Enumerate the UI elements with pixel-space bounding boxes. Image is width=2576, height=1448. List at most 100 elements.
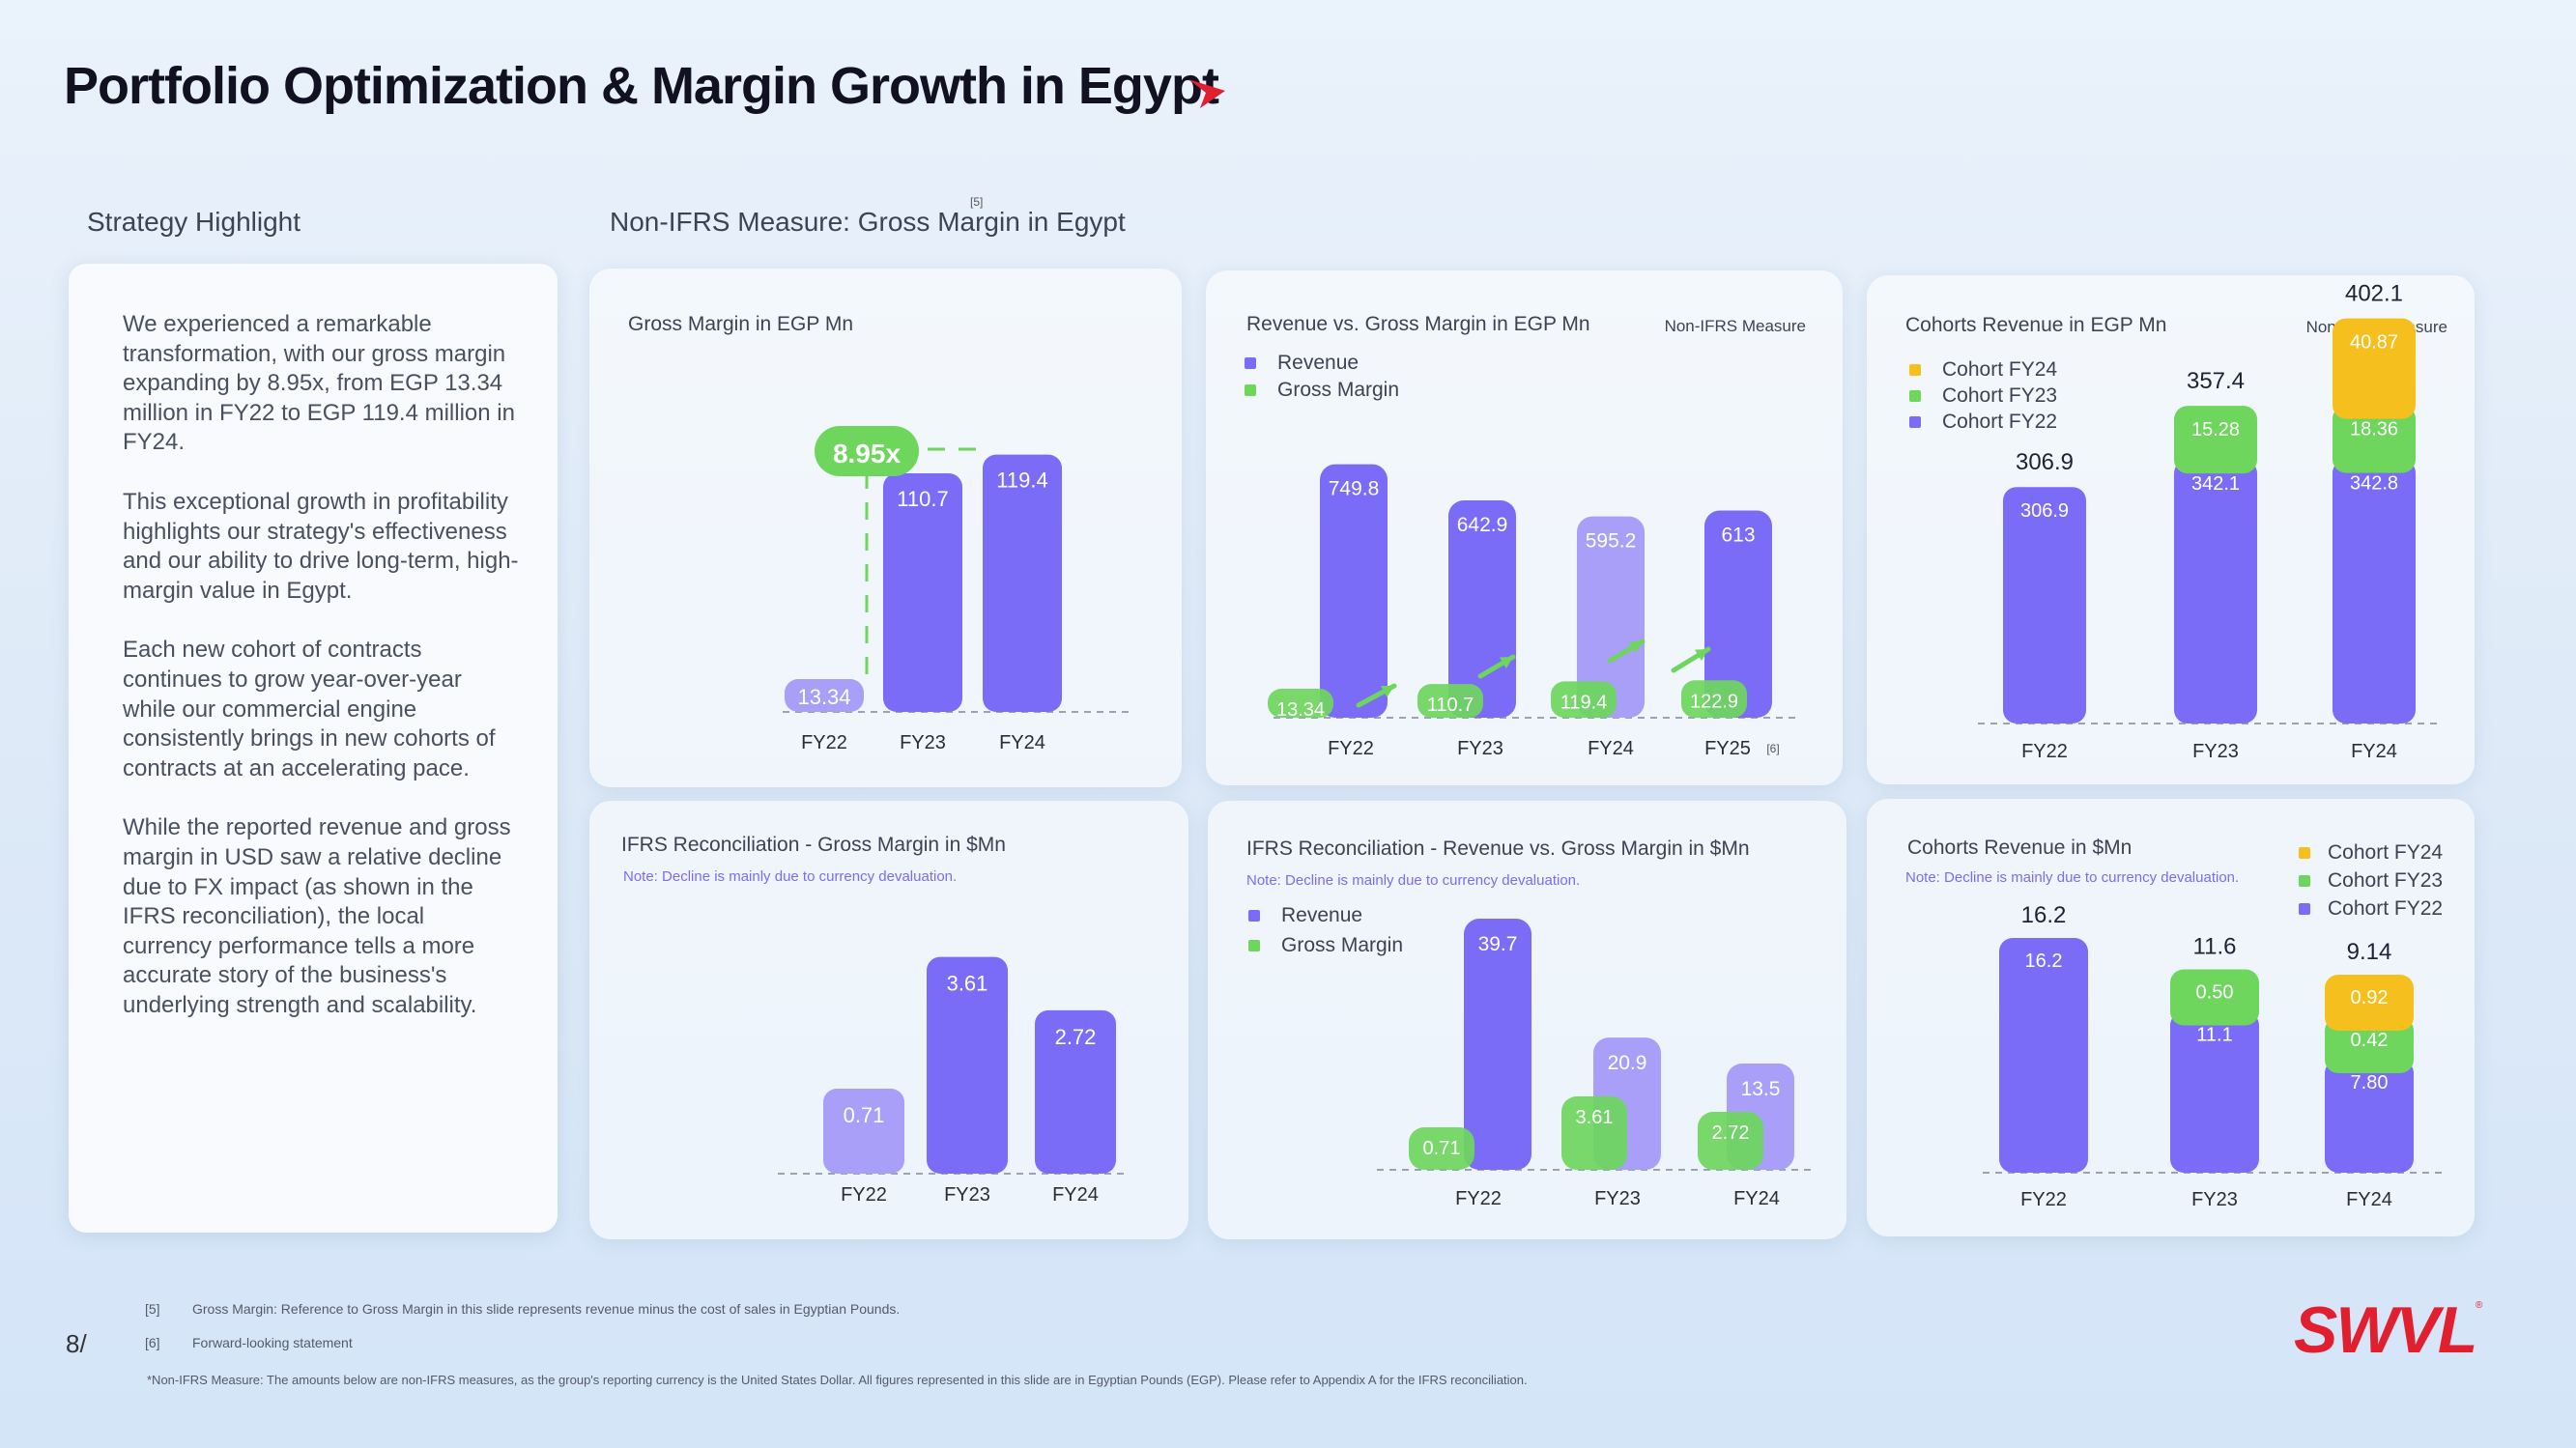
data-label: 3.61 [947, 972, 988, 996]
card-note: Note: Decline is mainly due to currency … [623, 868, 958, 885]
bar-fy24 [1035, 1009, 1116, 1174]
legend-item-revenue: Revenue [1245, 350, 1399, 377]
segment-data-label: 306.9 [2020, 500, 2069, 522]
gm-bar-fy22 [1268, 689, 1333, 718]
tick-label: FY25 [1704, 738, 1751, 759]
revenue-data-label: 613 [1721, 524, 1755, 546]
strategy-panel: We experienced a remarkable transformati… [69, 264, 558, 1233]
growth-arrow-head [1629, 641, 1643, 654]
legend-item-cohort-fy23: Cohort FY23 [1909, 383, 2057, 409]
non-ifrs-badge: Non-IFRS Measure [1664, 317, 1806, 335]
tick-label: FY22 [1328, 738, 1374, 759]
tick-label: FY24 [1733, 1188, 1780, 1209]
legend-label: Cohort FY23 [2328, 868, 2444, 892]
card-title: Cohorts Revenue in $Mn [1907, 837, 2132, 859]
legend: Revenue Gross Margin [1248, 900, 1403, 960]
segment-data-label: 16.2 [2025, 951, 2063, 972]
legend-item-cohort-fy24: Cohort FY24 [2299, 838, 2443, 866]
legend-label: Gross Margin [1277, 379, 1400, 401]
card-revenue-vs-gm-egp: Revenue vs. Gross Margin in EGP Mn Non-I… [1206, 270, 1843, 785]
revenue-data-label: 595.2 [1586, 530, 1637, 553]
revenue-data-label: 642.9 [1457, 514, 1508, 536]
segment-data-label: 15.28 [2191, 419, 2240, 440]
legend-item-gross-margin: Gross Margin [1245, 377, 1399, 404]
legend-label: Cohort FY22 [2328, 896, 2444, 920]
segment-cohort-fy22-fy22 [1999, 938, 2088, 1173]
bar-fy22 [823, 1089, 904, 1174]
revenue-bar-fy22 [1464, 919, 1531, 1170]
revenue-bar-fy22 [1320, 464, 1388, 718]
chart-gross-margin-egp: 13.34 FY22 110.7 FY23 119.4 FY24 8.95x [783, 426, 1131, 753]
segment-cohort-fy24-fy24 [2333, 318, 2416, 419]
tick-label: FY24 [1052, 1184, 1099, 1206]
disclaimer: *Non-IFRS Measure: The amounts below are… [147, 1373, 1528, 1387]
legend-item-cohort-fy22: Cohort FY22 [1909, 409, 2057, 435]
legend-swatch [1909, 415, 1921, 428]
strategy-paragraph: Each new cohort of contracts continues t… [123, 637, 496, 781]
legend-item-cohort-fy24: Cohort FY24 [1909, 356, 2057, 383]
legend-swatch [2299, 874, 2310, 887]
tick-label: FY22 [2020, 1189, 2067, 1210]
annotation-pill [815, 426, 919, 476]
card-gross-margin-usd: IFRS Reconciliation - Gross Margin in $M… [589, 801, 1188, 1239]
footnote-text: Forward-looking statement [192, 1335, 353, 1350]
tick-label: FY23 [1457, 738, 1503, 759]
legend-item-cohort-fy23: Cohort FY23 [2299, 866, 2443, 894]
strategy-text: We experienced a remarkable transformati… [123, 310, 519, 1050]
gm-bar-fy22 [1409, 1127, 1474, 1170]
strategy-highlight-label: Strategy Highlight [87, 207, 301, 237]
card-title: IFRS Reconciliation - Revenue vs. Gross … [1246, 838, 1750, 860]
segment-data-label: 0.50 [2196, 982, 2234, 1004]
footnote-ref: [5] [145, 1301, 160, 1317]
data-label: 119.4 [996, 468, 1047, 493]
segment-cohort-fy23-fy24 [2325, 1017, 2414, 1073]
footnote-text: Gross Margin: Reference to Gross Margin … [192, 1301, 901, 1317]
card-title: Gross Margin in EGP Mn [628, 313, 854, 335]
tick-label: FY24 [2346, 1189, 2392, 1210]
revenue-data-label: 20.9 [1608, 1052, 1647, 1074]
chart-revenue-vs-gm-egp: 749.8 642.9 595.2 613 13.34 110.7 119.4 122.9 FY… [1268, 464, 1800, 759]
total-label: 11.6 [2193, 934, 2237, 960]
legend-label: Cohort FY24 [2328, 840, 2444, 864]
legend: Cohort FY24 Cohort FY23 Cohort FY22 [2299, 838, 2443, 923]
footnote-ref: [6] [145, 1335, 160, 1350]
bar-fy23 [927, 956, 1008, 1174]
legend-label: Revenue [1277, 352, 1360, 374]
gm-data-label: 122.9 [1690, 691, 1738, 712]
card-cohorts-egp: Cohorts Revenue in EGP Mn Non-IFRS Measu… [1867, 275, 2475, 784]
registered-mark: ® [2476, 1300, 2483, 1311]
segment-cohort-fy23-fy23 [2170, 969, 2259, 1026]
card-title: Cohorts Revenue in EGP Mn [1905, 314, 2167, 336]
segment-cohort-fy22-fy23 [2170, 1011, 2259, 1173]
card-gross-margin-egp: Gross Margin in EGP Mn 13.34 FY22 110.7 FY2… [589, 269, 1182, 787]
tick-label: FY24 [2351, 741, 2397, 762]
measure-label: Non-IFRS Measure: Gross Margin in Egypt [610, 207, 1126, 237]
gm-data-label: 0.71 [1423, 1138, 1461, 1159]
segment-data-label: 11.1 [2196, 1025, 2232, 1046]
segment-data-label: 342.8 [2350, 473, 2398, 495]
growth-arrow-head [1695, 649, 1708, 662]
gm-bar-fy25 [1681, 680, 1747, 718]
legend-item-revenue: Revenue [1248, 900, 1403, 930]
legend: Revenue Gross Margin [1245, 350, 1399, 404]
legend-item-cohort-fy22: Cohort FY22 [2299, 894, 2443, 923]
card-note: Note: Decline is mainly due to currency … [1246, 872, 1581, 889]
card-revenue-vs-gm-usd: IFRS Reconciliation - Revenue vs. Gross … [1208, 801, 1846, 1239]
total-label: 402.1 [2345, 281, 2403, 307]
gm-bar-fy24 [1698, 1112, 1763, 1170]
measure-ref: [5] [970, 195, 984, 209]
total-label: 306.9 [2016, 449, 2074, 475]
segment-data-label: 18.36 [2350, 419, 2398, 440]
segment-cohort-fy23-fy23 [2174, 406, 2257, 474]
card-title: Revenue vs. Gross Margin in EGP Mn [1246, 313, 1590, 335]
legend-label: Cohort FY22 [1942, 410, 2058, 433]
tick-label: FY23 [2191, 1189, 2238, 1210]
segment-data-label: 40.87 [2350, 332, 2398, 354]
gm-data-label: 2.72 [1712, 1122, 1750, 1144]
legend-swatch [1909, 363, 1921, 376]
segment-cohort-fy22-fy24 [2325, 1060, 2414, 1173]
segment-cohort-fy24-fy24 [2325, 975, 2414, 1031]
gm-data-label: 110.7 [1427, 695, 1474, 716]
revenue-bar-fy24 [1577, 516, 1645, 718]
legend-swatch [1909, 389, 1921, 402]
